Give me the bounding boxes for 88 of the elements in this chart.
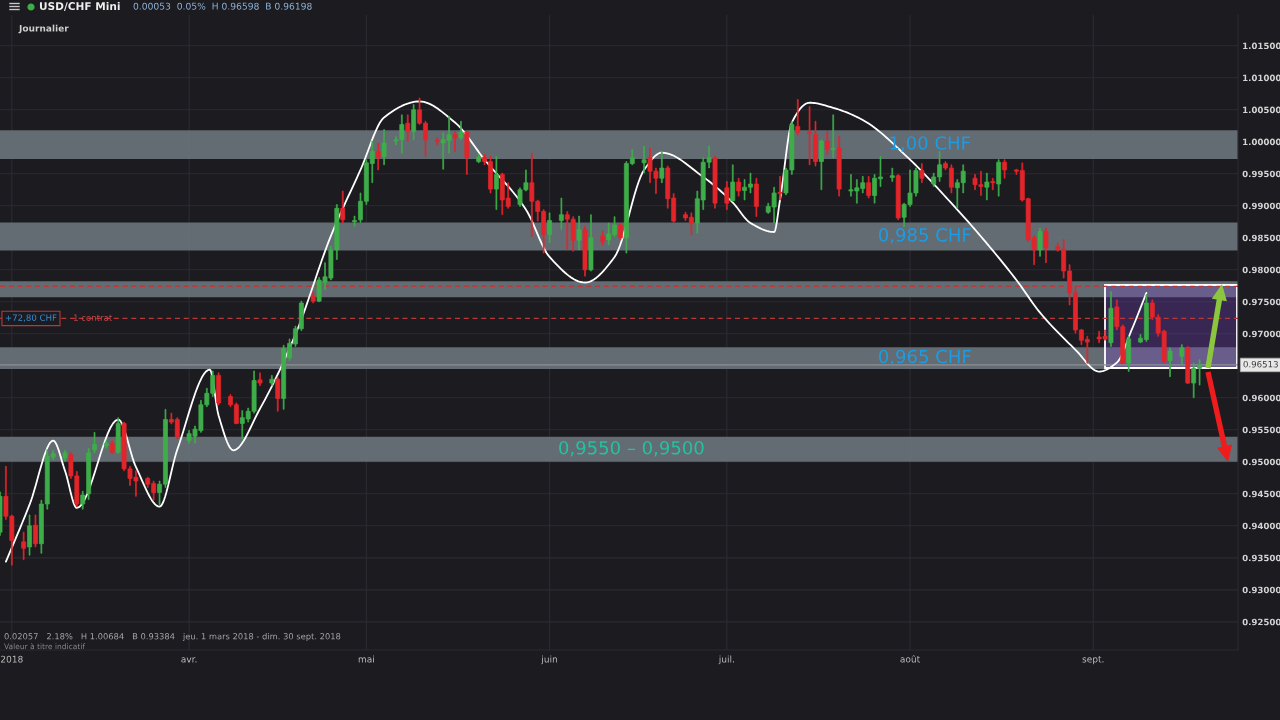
candlestick — [405, 114, 411, 142]
y-tick-label: 0.98500 — [1242, 234, 1280, 242]
candlestick — [818, 139, 824, 191]
candlestick — [736, 177, 742, 197]
candlestick — [753, 177, 759, 217]
y-tick-label: 0.94000 — [1242, 522, 1280, 530]
candlestick — [352, 215, 357, 227]
candlestick — [836, 136, 842, 197]
y-tick-label: 0.93500 — [1242, 554, 1280, 562]
candlestick — [21, 531, 27, 561]
annotation: 1 contrat — [73, 314, 113, 321]
candlestick — [600, 231, 606, 246]
candlestick — [824, 131, 830, 155]
y-tick-label: 0.97500 — [1242, 298, 1280, 306]
y-tick-label: 0.95500 — [1242, 426, 1280, 434]
candlestick — [476, 154, 482, 164]
candlestick — [807, 106, 812, 166]
candlestick — [724, 181, 730, 210]
y-tick-label: 0.98000 — [1242, 266, 1280, 274]
x-tick-label: avr. — [181, 657, 197, 663]
y-tick-label: 1.00000 — [1243, 138, 1280, 146]
candlestick — [381, 129, 387, 166]
x-tick-label: août — [900, 655, 920, 663]
y-tick-label: 0.97000 — [1242, 330, 1280, 338]
x-tick-label: juil. — [718, 655, 734, 665]
y-tick-label: 0.99000 — [1242, 202, 1280, 210]
candlestick — [1179, 344, 1185, 365]
band-label: 0,965 CHF — [878, 349, 971, 366]
candlestick — [588, 214, 594, 272]
band-label: 0,9550 – 0,9500 — [559, 440, 704, 457]
y-tick-label: 1.01500 — [1243, 42, 1280, 50]
x-tick-label: sept. — [1082, 656, 1104, 665]
candlestick — [493, 156, 499, 210]
candlestick — [919, 163, 925, 184]
x-tick-label: juin — [541, 655, 558, 665]
candlestick — [1167, 347, 1173, 378]
chart-subtitle: 0.00053 0.05% H 0.96598 B 0.96198 — [133, 2, 312, 10]
candlestick — [558, 197, 564, 230]
ref-line-label: 0.96513 — [1243, 360, 1278, 368]
candlestick — [80, 490, 86, 510]
candlestick — [1037, 227, 1043, 257]
x-tick-label: mai — [358, 655, 374, 663]
candlestick — [27, 514, 32, 556]
ref-line-label: +72,80 CHF — [5, 314, 57, 322]
y-tick-label: 1.00500 — [1243, 106, 1280, 114]
candlestick — [340, 190, 346, 224]
candlestick — [92, 432, 97, 454]
candlestick — [62, 449, 68, 462]
band-label: 0,985 CHF — [878, 228, 971, 244]
candlestick — [464, 131, 470, 175]
candlestick — [641, 145, 647, 174]
candlestick — [582, 225, 588, 277]
candlestick — [257, 372, 263, 386]
candlestick — [269, 375, 275, 386]
x-tick-label: 2018 — [0, 655, 23, 663]
candlestick — [33, 514, 38, 548]
candlestick — [1108, 291, 1114, 347]
y-tick-label: 0.95000 — [1242, 458, 1280, 466]
y-tick-label: 0.92500 — [1242, 618, 1280, 626]
candlestick — [103, 440, 109, 449]
candlestick — [115, 417, 121, 454]
candlestick — [895, 174, 901, 221]
candlestick — [434, 137, 440, 146]
candlestick — [458, 120, 464, 141]
annotation: Journalier — [18, 24, 69, 34]
candlestick — [984, 172, 990, 201]
candlestick — [795, 99, 801, 136]
candlestick — [310, 291, 316, 304]
chart-title: USD/CHF Mini — [39, 1, 120, 11]
y-tick-label: 0.99500 — [1242, 170, 1280, 178]
y-tick-label: 0.96000 — [1242, 394, 1280, 402]
candlestick — [659, 151, 665, 184]
candlestick — [1002, 159, 1007, 179]
candlestick — [990, 177, 996, 191]
candlestick — [1043, 227, 1049, 264]
candlestick — [547, 212, 552, 244]
candlestick — [576, 215, 582, 251]
candlestick — [375, 142, 381, 171]
candlestick — [830, 114, 836, 159]
candlestick — [777, 175, 783, 201]
candlestick — [712, 156, 718, 209]
y-tick-label: 1.01000 — [1243, 74, 1280, 82]
y-tick-label: 0.93000 — [1242, 586, 1280, 594]
candlestick — [889, 167, 895, 182]
candlestick — [813, 120, 818, 167]
candlestick — [452, 131, 458, 152]
y-tick-label: 0.94500 — [1242, 490, 1280, 498]
annotation: 0.02057 2.18% H 1.00684 B 0.93384 jeu. 1 mars 2018 - dim. 30 sept. 2018 — [4, 632, 341, 642]
